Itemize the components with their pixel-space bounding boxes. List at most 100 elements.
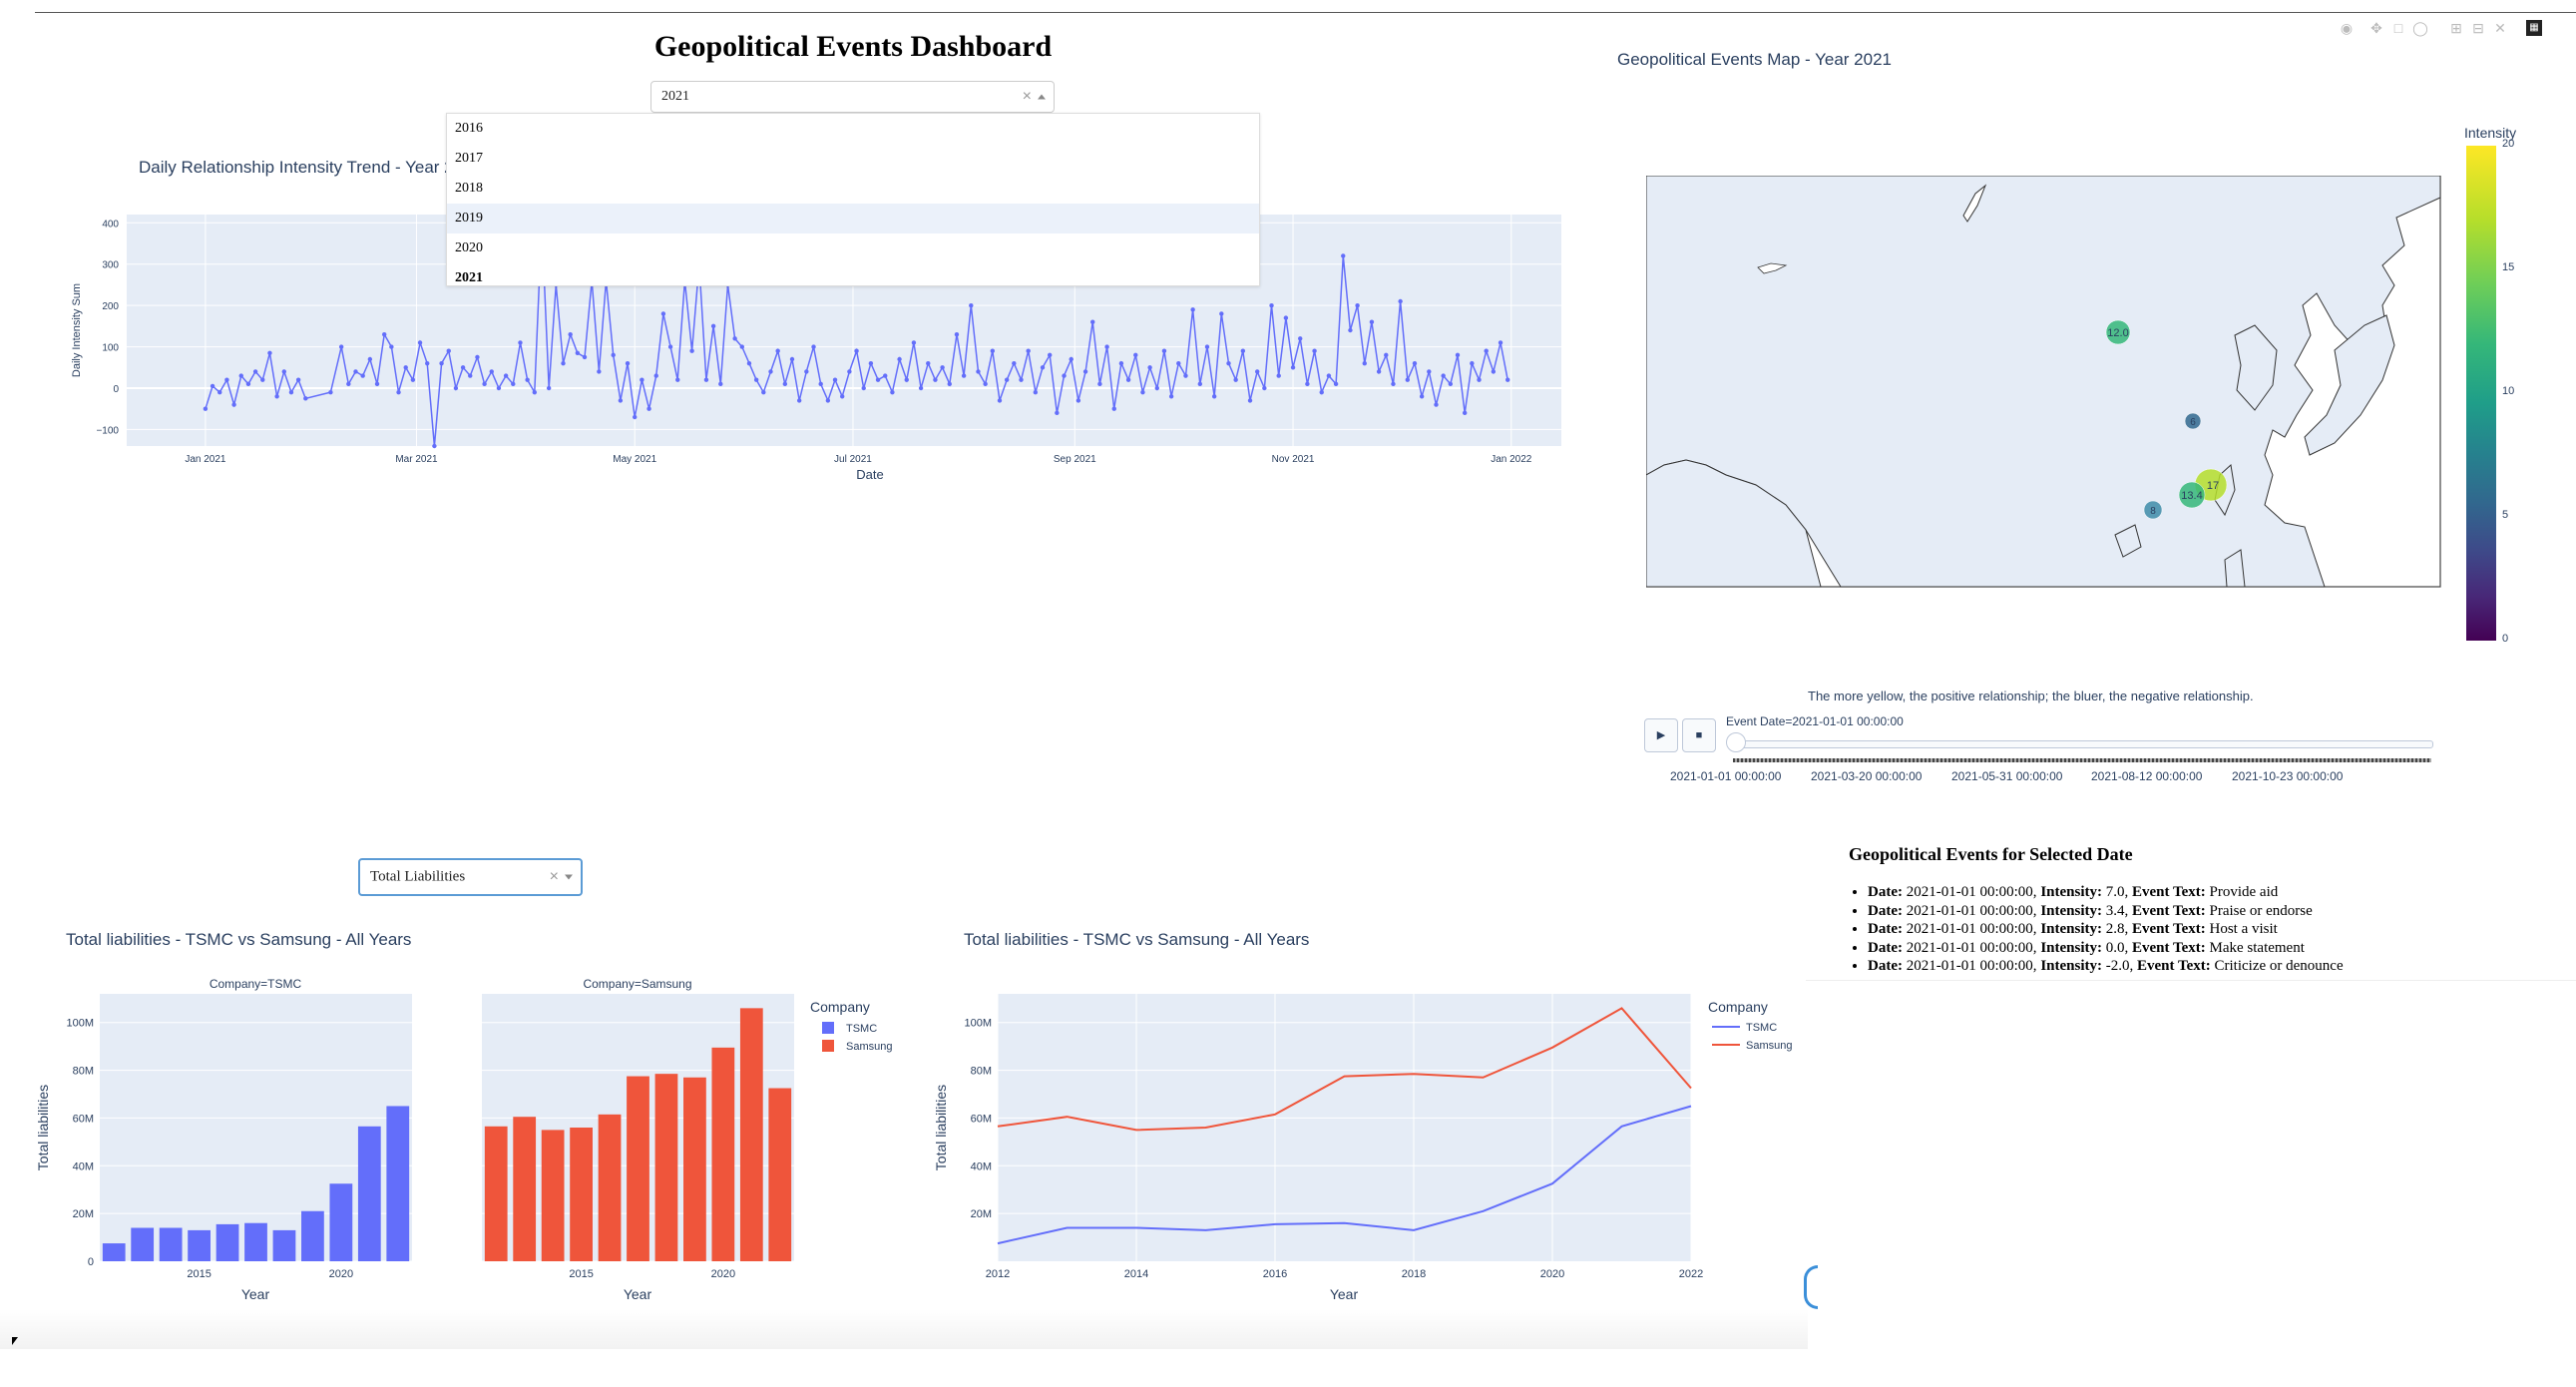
map-chart[interactable]: 12.0 6 17 13.4 8 (1646, 176, 2442, 589)
event-item: Date: 2021-01-01 00:00:00, Intensity: 7.… (1868, 883, 2576, 902)
trend-point (1462, 410, 1468, 416)
trend-point (460, 365, 466, 370)
line-x-tick: 2012 (986, 1268, 1010, 1280)
bar-y-tick: 80M (73, 1066, 94, 1078)
slider-handle[interactable] (1726, 732, 1746, 752)
trend-point (633, 414, 638, 420)
year-option-2019[interactable]: 2019 (447, 204, 1259, 233)
map-marker[interactable] (2105, 319, 2131, 345)
chat-widget-icon[interactable] (1804, 1265, 1818, 1309)
event-intensity-label: Intensity: (2040, 884, 2102, 900)
lasso-icon[interactable]: ◯ (2412, 20, 2428, 36)
trend-point (854, 348, 859, 353)
bar-y-tick: 0 (88, 1256, 94, 1268)
events-list: Date: 2021-01-01 00:00:00, Intensity: 7.… (1828, 883, 2576, 976)
trend-point (1376, 369, 1382, 374)
trend-point (303, 396, 308, 401)
bar-y-tick: 40M (73, 1160, 94, 1172)
legend-swatch-samsung[interactable] (822, 1040, 834, 1052)
trend-point (432, 443, 437, 449)
line-x-tick: 2020 (1540, 1268, 1564, 1280)
slider-track[interactable] (1733, 740, 2433, 748)
line-series-samsung (997, 1007, 1692, 1132)
events-divider (1806, 980, 2576, 981)
trend-point (897, 356, 902, 362)
map-marker[interactable] (2184, 412, 2202, 430)
trend-point (1183, 373, 1188, 378)
bar-chart[interactable]: 100M 80M 60M 40M 20M 0 2015 2020 2015 2020 Compan… (0, 970, 928, 1309)
trend-point (1168, 394, 1174, 399)
bar-y-tick: 60M (73, 1113, 94, 1125)
chevron-down-icon[interactable] (565, 874, 573, 880)
facet-title-tsmc: Company=TSMC (210, 977, 302, 991)
trend-x-axis-title: Date (856, 467, 883, 482)
play-button[interactable]: ▶ (1644, 718, 1678, 752)
bar-samsung (654, 1074, 678, 1261)
bar-tsmc (131, 1227, 155, 1261)
trend-point (660, 311, 666, 316)
clear-icon[interactable]: × (1022, 88, 1032, 105)
legend-label-tsmc[interactable]: TSMC (846, 1023, 877, 1035)
metric-dropdown[interactable]: Total Liabilities × (358, 858, 583, 896)
trend-point (1262, 385, 1267, 391)
trend-point (453, 385, 459, 391)
trend-point (983, 381, 988, 387)
clear-icon[interactable]: × (549, 868, 559, 885)
map-land-korea (2234, 324, 2278, 411)
legend-swatch-tsmc[interactable] (822, 1022, 834, 1034)
trend-point (825, 398, 831, 403)
line-chart-title: Total liabilities - TSMC vs Samsung - Al… (964, 930, 1310, 949)
autoscale-icon[interactable]: ✕ (2494, 20, 2506, 36)
year-dropdown[interactable]: 2021 × (650, 81, 1055, 113)
trend-point (1062, 373, 1067, 378)
event-text-label: Event Text: (2131, 902, 2206, 919)
pan-icon[interactable]: ✥ (2370, 20, 2382, 36)
map-marker[interactable] (2143, 500, 2163, 520)
event-text: Criticize or denounce (2210, 958, 2344, 974)
year-option-2018[interactable]: 2018 (455, 181, 483, 196)
year-option-2021[interactable]: 2021 (455, 270, 483, 285)
trend-point (1233, 377, 1238, 382)
bar-x-tick: 2015 (569, 1268, 593, 1280)
legend-label-tsmc[interactable]: TSMC (1746, 1022, 1777, 1034)
legend-label-samsung[interactable]: Samsung (846, 1041, 892, 1053)
trend-point (546, 385, 552, 391)
trend-point (1125, 377, 1131, 382)
trend-point (381, 331, 387, 337)
chevron-up-icon[interactable] (1038, 94, 1046, 100)
zoom-out-icon[interactable]: ⊟ (2472, 20, 2484, 36)
year-option-2017[interactable]: 2017 (455, 151, 483, 166)
trend-point (1498, 340, 1503, 345)
event-intensity: 0.0, (2101, 939, 2132, 956)
trend-point (1140, 389, 1145, 395)
map-marker[interactable] (2178, 481, 2206, 509)
bar-samsung (711, 1047, 735, 1261)
year-dropdown-value: 2021 (661, 89, 689, 104)
trend-point (346, 381, 351, 387)
trend-point (353, 369, 358, 374)
bar-tsmc (188, 1229, 211, 1261)
stop-button[interactable]: ■ (1682, 718, 1716, 752)
event-date: 2021-01-01 00:00:00, (1902, 902, 2041, 919)
trend-point (1004, 377, 1010, 382)
zoom-in-icon[interactable]: ⊞ (2450, 20, 2462, 36)
trend-x-tick: Nov 2021 (1272, 454, 1315, 465)
line-y-tick: 40M (971, 1160, 992, 1172)
box-select-icon[interactable]: □ (2393, 20, 2403, 36)
event-text: Host a visit (2205, 921, 2278, 937)
line-y-tick: 80M (971, 1066, 992, 1078)
event-intensity-label: Intensity: (2040, 902, 2102, 919)
year-option-2016[interactable]: 2016 (455, 121, 483, 136)
legend-label-samsung[interactable]: Samsung (1746, 1040, 1792, 1052)
event-date-label: Date: (1868, 902, 1903, 919)
trend-point (281, 369, 286, 374)
camera-icon[interactable]: ◉ (2340, 20, 2354, 36)
trend-point (389, 344, 394, 349)
plotly-logo-icon[interactable]: ▦ (2526, 20, 2542, 36)
trend-point (1161, 348, 1167, 353)
year-option-2020[interactable]: 2020 (455, 240, 483, 255)
line-chart[interactable]: 100M 80M 60M 40M 20M 2012 2014 2016 2018 2020 2022… (898, 970, 1816, 1309)
event-text-label: Event Text: (2131, 939, 2206, 956)
trend-point (1505, 377, 1510, 382)
trend-point (417, 340, 423, 345)
